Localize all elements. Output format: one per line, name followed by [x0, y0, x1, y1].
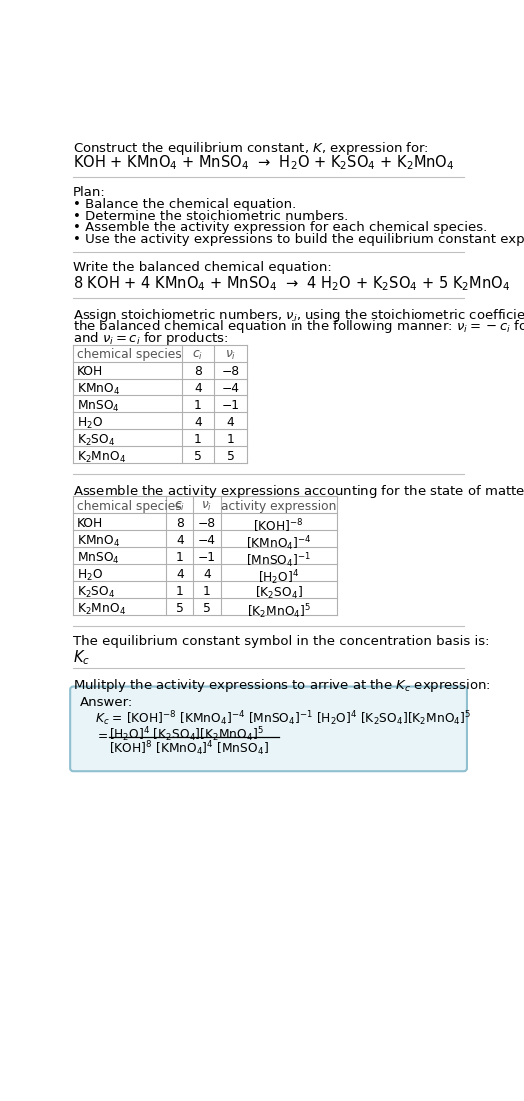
Text: −1: −1 — [222, 400, 239, 412]
Text: 8: 8 — [194, 366, 202, 379]
Text: K$_2$MnO$_4$: K$_2$MnO$_4$ — [77, 602, 126, 617]
Text: MnSO$_4$: MnSO$_4$ — [77, 400, 120, 414]
Text: H$_2$O: H$_2$O — [77, 568, 103, 584]
Text: 4: 4 — [194, 416, 202, 429]
Text: [H$_2$O]$^4$ [K$_2$SO$_4$][K$_2$MnO$_4$]$^5$: [H$_2$O]$^4$ [K$_2$SO$_4$][K$_2$MnO$_4$]… — [109, 726, 264, 744]
Text: 5: 5 — [194, 450, 202, 464]
Text: [MnSO$_4$]$^{-1}$: [MnSO$_4$]$^{-1}$ — [246, 550, 311, 569]
Text: [KOH]$^8$ [KMnO$_4$]$^4$ [MnSO$_4$]: [KOH]$^8$ [KMnO$_4$]$^4$ [MnSO$_4$] — [109, 740, 269, 759]
Text: $K_c$ = [KOH]$^{-8}$ [KMnO$_4$]$^{-4}$ [MnSO$_4$]$^{-1}$ [H$_2$O]$^4$ [K$_2$SO$_: $K_c$ = [KOH]$^{-8}$ [KMnO$_4$]$^{-4}$ [… — [95, 709, 471, 728]
Text: 1: 1 — [176, 585, 184, 598]
Text: −8: −8 — [198, 517, 216, 530]
Text: $=$: $=$ — [95, 729, 108, 742]
Text: 5: 5 — [227, 450, 235, 464]
Text: and $\nu_i = c_i$ for products:: and $\nu_i = c_i$ for products: — [73, 330, 229, 347]
Text: KOH: KOH — [77, 517, 103, 530]
Text: KMnO$_4$: KMnO$_4$ — [77, 534, 120, 549]
Text: 5: 5 — [203, 602, 211, 614]
Text: $c_i$: $c_i$ — [192, 349, 203, 361]
Text: KMnO$_4$: KMnO$_4$ — [77, 382, 120, 397]
Text: 4: 4 — [176, 568, 184, 581]
Text: Write the balanced chemical equation:: Write the balanced chemical equation: — [73, 261, 332, 274]
Text: [KOH]$^{-8}$: [KOH]$^{-8}$ — [253, 517, 304, 535]
Text: [H$_2$O]$^4$: [H$_2$O]$^4$ — [258, 568, 299, 587]
Text: 4: 4 — [227, 416, 234, 429]
Text: $c_i$: $c_i$ — [174, 500, 185, 513]
Text: −4: −4 — [222, 382, 239, 395]
Text: [K$_2$MnO$_4$]$^5$: [K$_2$MnO$_4$]$^5$ — [246, 602, 311, 621]
Text: H$_2$O: H$_2$O — [77, 416, 103, 432]
Text: chemical species: chemical species — [77, 500, 182, 513]
Text: Answer:: Answer: — [80, 696, 133, 709]
Text: −1: −1 — [198, 550, 216, 564]
Text: KOH + KMnO$_4$ + MnSO$_4$  →  H$_2$O + K$_2$SO$_4$ + K$_2$MnO$_4$: KOH + KMnO$_4$ + MnSO$_4$ → H$_2$O + K$_… — [73, 154, 455, 173]
Text: MnSO$_4$: MnSO$_4$ — [77, 550, 120, 566]
Text: • Assemble the activity expression for each chemical species.: • Assemble the activity expression for e… — [73, 221, 487, 235]
FancyBboxPatch shape — [70, 687, 467, 771]
Text: KOH: KOH — [77, 366, 103, 379]
Text: Assemble the activity expressions accounting for the state of matter and $\nu_i$: Assemble the activity expressions accoun… — [73, 483, 524, 500]
Text: $\nu_i$: $\nu_i$ — [201, 500, 213, 513]
Text: 1: 1 — [203, 585, 211, 598]
Text: 1: 1 — [227, 433, 234, 446]
Text: −4: −4 — [198, 534, 216, 547]
Text: 4: 4 — [203, 568, 211, 581]
Text: • Use the activity expressions to build the equilibrium constant expression.: • Use the activity expressions to build … — [73, 233, 524, 246]
Text: 4: 4 — [194, 382, 202, 395]
Text: The equilibrium constant symbol in the concentration basis is:: The equilibrium constant symbol in the c… — [73, 635, 490, 647]
Text: 5: 5 — [176, 602, 184, 614]
Text: [KMnO$_4$]$^{-4}$: [KMnO$_4$]$^{-4}$ — [246, 534, 311, 553]
Text: Plan:: Plan: — [73, 186, 106, 199]
Text: 8 KOH + 4 KMnO$_4$ + MnSO$_4$  →  4 H$_2$O + K$_2$SO$_4$ + 5 K$_2$MnO$_4$: 8 KOH + 4 KMnO$_4$ + MnSO$_4$ → 4 H$_2$O… — [73, 274, 510, 293]
Text: [K$_2$SO$_4$]: [K$_2$SO$_4$] — [255, 585, 302, 601]
Text: $\nu_i$: $\nu_i$ — [225, 349, 236, 361]
Text: $K_c$: $K_c$ — [73, 648, 90, 667]
Text: Assign stoichiometric numbers, $\nu_i$, using the stoichiometric coefficients, $: Assign stoichiometric numbers, $\nu_i$, … — [73, 307, 524, 324]
Text: K$_2$MnO$_4$: K$_2$MnO$_4$ — [77, 450, 126, 466]
Text: • Determine the stoichiometric numbers.: • Determine the stoichiometric numbers. — [73, 210, 348, 222]
Text: 1: 1 — [194, 400, 202, 412]
Text: Mulitply the activity expressions to arrive at the $K_c$ expression:: Mulitply the activity expressions to arr… — [73, 677, 491, 695]
Text: chemical species: chemical species — [77, 349, 182, 361]
Text: the balanced chemical equation in the following manner: $\nu_i = -c_i$ for react: the balanced chemical equation in the fo… — [73, 318, 524, 336]
Text: 8: 8 — [176, 517, 184, 530]
Text: K$_2$SO$_4$: K$_2$SO$_4$ — [77, 433, 116, 448]
Text: • Balance the chemical equation.: • Balance the chemical equation. — [73, 198, 297, 211]
Text: Construct the equilibrium constant, $K$, expression for:: Construct the equilibrium constant, $K$,… — [73, 140, 429, 156]
Text: activity expression: activity expression — [221, 500, 336, 513]
Text: 1: 1 — [176, 550, 184, 564]
Text: K$_2$SO$_4$: K$_2$SO$_4$ — [77, 585, 116, 600]
Text: −8: −8 — [222, 366, 239, 379]
Text: 4: 4 — [176, 534, 184, 547]
Text: 1: 1 — [194, 433, 202, 446]
